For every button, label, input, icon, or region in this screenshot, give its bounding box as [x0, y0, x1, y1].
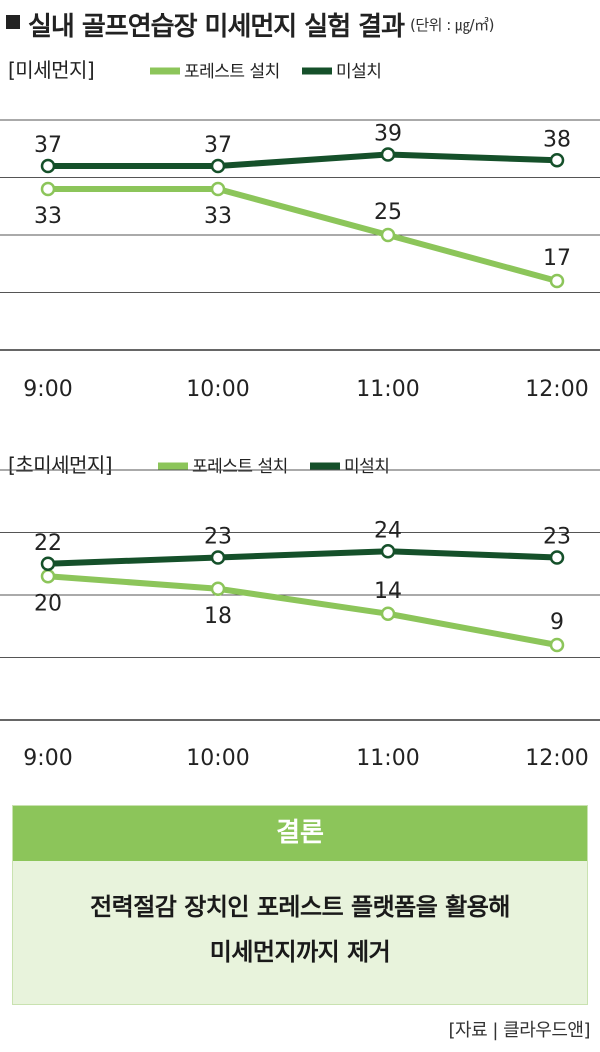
- data-point-not-installed: [40, 158, 56, 174]
- series-line-not-installed: [47, 548, 558, 567]
- series-line-installed: [47, 573, 558, 648]
- data-point-installed: [549, 637, 565, 653]
- x-tick-label: 9:00: [23, 377, 72, 402]
- data-label-installed: 9: [550, 610, 564, 635]
- x-tick-label: 10:00: [186, 746, 249, 771]
- data-label-not-installed: 39: [374, 122, 402, 147]
- unit-label: (단위 : ㎍/㎥): [410, 16, 494, 34]
- title-bullet-icon: [6, 14, 20, 29]
- x-tick-label: 12:00: [525, 746, 588, 771]
- source-credit: [자료 | 클라우드앤]: [448, 1020, 591, 1041]
- data-label-not-installed: 37: [34, 133, 62, 158]
- data-label-installed: 33: [204, 204, 232, 229]
- data-point-installed: [210, 181, 226, 197]
- data-point-installed: [40, 569, 56, 584]
- data-point-installed: [380, 606, 396, 621]
- data-label-not-installed: 24: [374, 518, 402, 543]
- conclusion-box: 결론 전력절감 장치인 포레스트 플랫폼을 활용해 미세먼지까지 제거: [12, 805, 588, 1005]
- data-label-installed: 14: [374, 579, 402, 604]
- data-point-installed: [380, 227, 396, 243]
- data-label-not-installed: 38: [543, 127, 571, 152]
- data-point-installed: [210, 581, 226, 596]
- x-tick-label: 11:00: [356, 746, 419, 771]
- data-label-installed: 18: [204, 604, 232, 629]
- data-label-not-installed: 22: [34, 531, 62, 556]
- x-tick-label: 11:00: [356, 377, 419, 402]
- data-label-not-installed: 37: [204, 133, 232, 158]
- data-label-not-installed: 23: [543, 525, 571, 550]
- data-point-not-installed: [549, 153, 565, 168]
- legend-label-installed: 포레스트 설치: [184, 62, 280, 82]
- conclusion-body: 전력절감 장치인 포레스트 플랫폼을 활용해 미세먼지까지 제거: [13, 861, 587, 975]
- data-label-installed: 17: [543, 246, 571, 271]
- data-label-installed: 20: [34, 591, 62, 616]
- chart-title-row: 실내 골프연습장 미세먼지 실험 결과 (단위 : ㎍/㎥): [6, 6, 596, 42]
- conclusion-line-2: 미세먼지까지 제거: [209, 938, 391, 966]
- data-point-not-installed: [40, 556, 56, 571]
- data-point-not-installed: [210, 550, 226, 565]
- data-point-not-installed: [549, 550, 565, 565]
- legend-label-not-installed: 미설치: [344, 457, 389, 477]
- series-line-installed: [48, 186, 558, 284]
- data-label-installed: 25: [374, 200, 402, 225]
- legend-label-not-installed: 미설치: [336, 62, 381, 82]
- data-point-not-installed: [380, 147, 396, 162]
- x-tick-label: 12:00: [525, 377, 588, 402]
- data-label-not-installed: 23: [204, 525, 232, 550]
- data-point-not-installed: [210, 158, 226, 174]
- data-point-not-installed: [380, 544, 396, 559]
- x-tick-label: 10:00: [186, 377, 249, 402]
- panel-label: [초미세먼지]: [8, 453, 112, 477]
- conclusion-header: 결론: [13, 806, 587, 861]
- series-line-not-installed: [48, 151, 558, 169]
- legend-label-installed: 포레스트 설치: [192, 457, 288, 477]
- data-point-installed: [40, 181, 56, 197]
- x-tick-label: 9:00: [23, 746, 72, 771]
- data-label-installed: 33: [34, 204, 62, 229]
- data-point-installed: [549, 273, 565, 289]
- panel-label: [미세먼지]: [8, 58, 94, 82]
- conclusion-line-1: 전력절감 장치인 포레스트 플랫폼을 활용해: [90, 893, 510, 921]
- chart-title: 실내 골프연습장 미세먼지 실험 결과: [28, 12, 405, 42]
